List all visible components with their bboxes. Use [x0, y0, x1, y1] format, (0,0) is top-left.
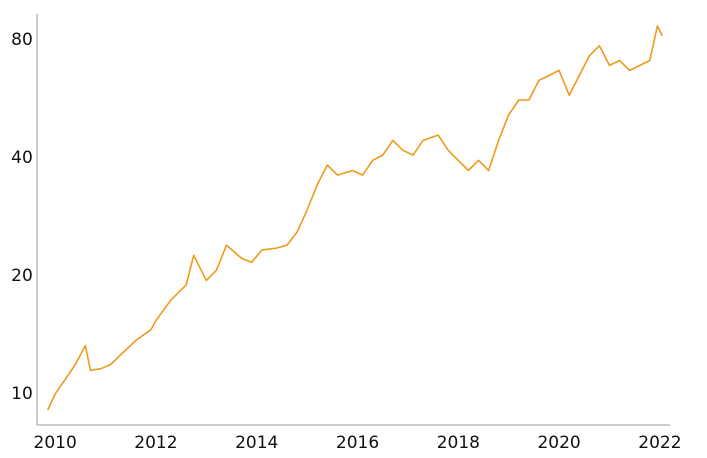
x-tick-label: 2012: [134, 433, 177, 453]
y-tick-label: 40: [11, 148, 33, 168]
y-tick-label: 80: [11, 30, 33, 50]
x-tick-label: 2020: [537, 433, 580, 453]
price-line: [46, 25, 664, 411]
y-tick-label: 10: [11, 384, 33, 404]
x-tick-label: 2022: [638, 433, 681, 453]
x-tick-label: 2010: [34, 433, 77, 453]
x-tick-label: 2018: [437, 433, 480, 453]
y-tick-label: 20: [11, 266, 33, 286]
x-tick-label: 2014: [235, 433, 278, 453]
x-tick-label: 2016: [336, 433, 379, 453]
